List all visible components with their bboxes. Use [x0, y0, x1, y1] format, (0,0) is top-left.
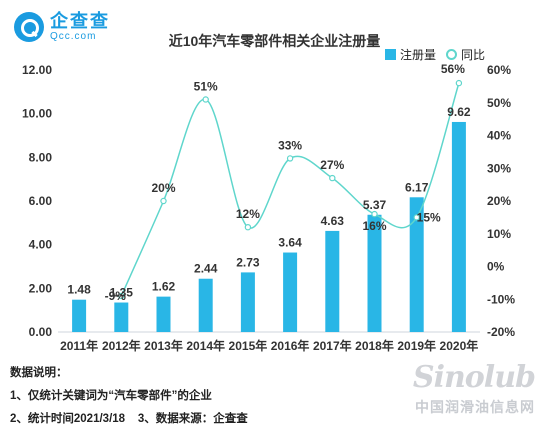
right-tick-label: 40%: [487, 129, 511, 143]
left-tick-label: 10.00: [22, 107, 52, 121]
yoy-value-label: 12%: [236, 207, 260, 221]
data-notes: 数据说明： 1、仅统计关键词为“汽车零部件”的企业 2、统计时间2021/3/1…: [10, 364, 248, 433]
yoy-point: [455, 79, 463, 87]
yoy-value-label: 27%: [320, 158, 344, 172]
bar-value-label: 9.62: [447, 105, 471, 119]
right-tick-label: 10%: [487, 227, 511, 241]
left-tick-label: 4.00: [29, 238, 53, 252]
right-tick-label: 60%: [487, 63, 511, 77]
yoy-points: [118, 79, 463, 300]
logo-name: 企查查: [50, 11, 110, 31]
right-tick-label: 30%: [487, 161, 511, 175]
bar-value-label: 1.48: [67, 283, 91, 297]
left-tick-label: 12.00: [22, 63, 52, 77]
right-tick-label: 0%: [487, 260, 505, 274]
left-axis: 0.00 2.00 4.00 6.00 8.00 10.00 12.00: [22, 63, 52, 339]
yoy-value-label: 16%: [362, 219, 386, 233]
yoy-point: [329, 174, 336, 182]
bar-value-label: 4.63: [321, 214, 345, 228]
yoy-point: [371, 210, 378, 218]
yoy-value-label: 15%: [417, 210, 441, 224]
legend-line-label: 同比: [460, 48, 485, 62]
yoy-point: [286, 155, 294, 162]
x-tick-label: 2013年: [144, 338, 183, 353]
legend: 注册量 同比: [384, 46, 485, 63]
bar-value-labels: 1.48 1.35 1.62 2.44 2.73 3.64 4.63 5.37 6.17 9.62: [67, 105, 470, 300]
notes-heading: 数据说明：: [10, 367, 68, 379]
bar-value-label: 6.17: [405, 180, 429, 194]
bar-value-label: 2.44: [194, 262, 218, 276]
bar: [156, 296, 171, 332]
magnifier-icon: [14, 12, 44, 42]
bar: [409, 197, 424, 332]
x-tick-label: 2018年: [355, 338, 394, 353]
bar: [198, 278, 213, 332]
watermark-cn: 中国润滑油信息网: [415, 399, 535, 415]
watermark: Sinolub 中国润滑油信息网: [412, 360, 536, 417]
bar: [367, 214, 382, 332]
yoy-value-label: 33%: [278, 138, 302, 152]
bar-value-label: 5.37: [363, 198, 387, 212]
x-tick-label: 2011年: [60, 338, 98, 353]
bar-series: [72, 121, 466, 332]
yoy-point: [118, 292, 125, 300]
right-tick-label: -10%: [487, 292, 515, 306]
left-tick-label: 0.00: [29, 325, 53, 339]
yoy-point: [413, 214, 420, 221]
logo-domain: Qcc.com: [50, 31, 97, 42]
x-tick-label: 2019年: [397, 338, 436, 353]
chart-canvas: 0.00 2.00 4.00 6.00 8.00 10.00 12.00 -20% -10% 0…: [22, 62, 515, 353]
x-tick-label: 2017年: [313, 338, 352, 353]
legend-line-swatch: [445, 49, 457, 60]
bar: [283, 252, 298, 332]
qcc-logo: 企查查 Qcc.com: [14, 12, 110, 42]
notes-line-1: 1、仅统计关键词为“汽车零部件”的企业: [10, 390, 212, 402]
right-tick-label: 50%: [487, 96, 511, 110]
bar-value-label: 1.35: [110, 286, 134, 300]
yoy-point: [202, 96, 209, 103]
yoy-value-labels: -9% 20% 51% 12% 33% 27% 16% 15% 56%: [105, 62, 466, 303]
yoy-value-label: 56%: [441, 62, 465, 76]
x-tick-label: 2015年: [229, 338, 268, 353]
x-axis-labels: 2011年 2012年 2013年 2014年 2015年 2016年 2017年 2018年…: [60, 338, 478, 353]
chart-title: 近10年汽车零部件相关企业注册量: [168, 33, 381, 49]
x-tick-label: 2020年: [440, 338, 479, 353]
right-tick-label: 20%: [487, 194, 511, 208]
yoy-value-label: -9%: [105, 289, 127, 303]
yoy-point: [160, 197, 167, 205]
bar: [72, 299, 87, 332]
bar: [114, 302, 129, 332]
bar: [325, 230, 340, 332]
bar: [451, 121, 466, 332]
notes-line-2: 2、统计时间2021/3/18 3、数据来源：企查查: [10, 413, 248, 425]
bar-value-label: 3.64: [278, 236, 302, 250]
bar-value-label: 2.73: [236, 255, 260, 269]
right-axis: -20% -10% 0% 10% 20% 30% 40% 50% 60%: [487, 63, 515, 339]
legend-bar-swatch: [384, 49, 396, 60]
watermark-brand: Sinolub: [412, 360, 536, 395]
left-tick-label: 8.00: [29, 150, 53, 164]
yoy-value-label: 20%: [151, 181, 175, 195]
right-tick-label: -20%: [487, 325, 515, 339]
yoy-line: [120, 82, 460, 297]
bar-value-label: 1.62: [152, 280, 176, 294]
bar: [240, 272, 255, 332]
left-tick-label: 2.00: [29, 281, 53, 295]
x-tick-label: 2014年: [186, 338, 225, 353]
left-tick-label: 6.00: [29, 194, 53, 208]
yoy-point: [244, 223, 252, 231]
x-tick-label: 2016年: [271, 338, 310, 353]
legend-bar-label: 注册量: [399, 48, 436, 62]
x-tick-label: 2012年: [102, 338, 141, 353]
yoy-value-label: 51%: [194, 79, 218, 93]
